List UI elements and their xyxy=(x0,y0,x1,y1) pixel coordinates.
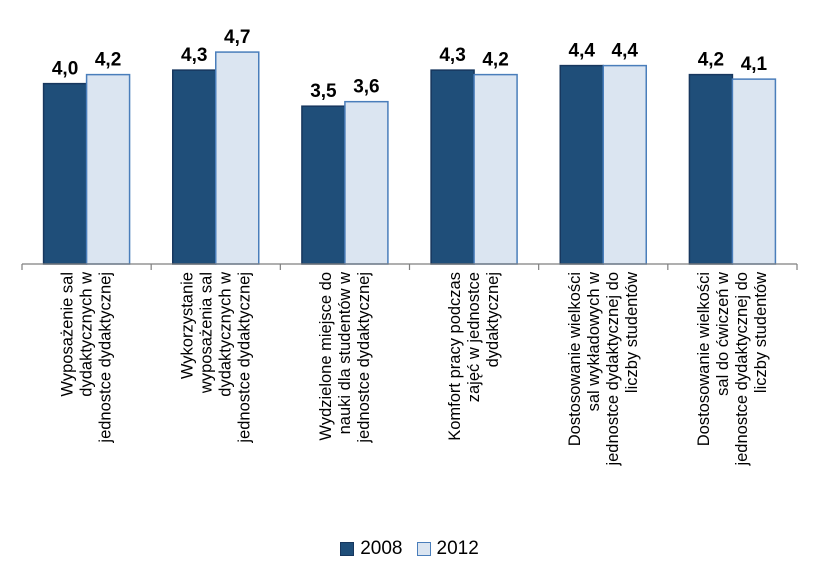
category-label-line: jednostce dydaktycznej xyxy=(97,272,115,444)
value-label-2008-1: 4,0 xyxy=(52,59,78,80)
bar-2008-1 xyxy=(42,82,88,265)
value-label-2012-6: 4,1 xyxy=(741,54,768,75)
category-label-2: Wykorzystanie wyposażenia sal dydaktycznyc… xyxy=(178,272,253,444)
bar-2008-3 xyxy=(301,105,346,265)
legend: 2008 2012 xyxy=(0,534,819,564)
category-label-line: liczby studentów xyxy=(623,272,641,393)
category-label-6: Dostosowanie wielkości sal do ćwiczeń w je… xyxy=(695,272,770,467)
bar-2012-2 xyxy=(215,51,260,265)
legend-swatch-2008 xyxy=(340,542,355,556)
category-label-line: dydaktycznych w xyxy=(78,272,96,397)
category-label-line: zajęć w jednostce xyxy=(465,272,483,402)
category-label-line: jednostce dydaktycznej xyxy=(355,272,373,444)
value-label-2008-6: 4,2 xyxy=(698,50,724,71)
value-label-2012-4: 4,2 xyxy=(482,50,508,71)
bar-2008-2 xyxy=(172,69,217,265)
bar-2012-4 xyxy=(473,73,518,265)
category-labels-group: Wyposażenie sal dydaktycznych w jednostce … xyxy=(59,272,770,467)
value-label-2008-3: 3,5 xyxy=(310,81,337,102)
category-label-line: sal do ćwiczeń w xyxy=(714,272,732,396)
value-labels-group: 4,0 4,2 4,3 4,7 3,5 3,6 4,3 4,2 4,4 4,4 4,2 4,1 xyxy=(52,27,768,102)
bar-2008-6 xyxy=(688,73,734,265)
bar-2008-5 xyxy=(559,64,604,265)
value-label-2012-5: 4,4 xyxy=(612,41,639,62)
legend-item-2012: 2012 xyxy=(416,538,479,560)
bar-2012-1 xyxy=(85,73,131,265)
category-label-4: Komfort pracy podczas zajęć w jednostce dy… xyxy=(446,272,502,441)
value-label-2012-1: 4,2 xyxy=(95,50,121,71)
bar-2012-5 xyxy=(602,64,647,265)
bars-group xyxy=(42,51,777,265)
category-label-line: Wyposażenie sal xyxy=(59,272,77,397)
value-label-2008-2: 4,3 xyxy=(181,45,207,66)
bar-2008-4 xyxy=(430,69,475,265)
category-label-line: Dostosowanie wielkości xyxy=(566,272,584,446)
value-label-2012-3: 3,6 xyxy=(353,77,379,98)
category-label-line: Wykorzystanie xyxy=(178,272,196,379)
category-label-line: jednostce dydaktycznej xyxy=(235,272,253,444)
bar-2012-6 xyxy=(731,78,777,265)
legend-item-2008: 2008 xyxy=(340,538,403,560)
category-label-1: Wyposażenie sal dydaktycznych w jednostce … xyxy=(59,272,115,444)
category-label-line: Komfort pracy podczas xyxy=(446,272,464,441)
bar-2012-3 xyxy=(344,100,389,265)
category-label-line: nauki dla studentów w xyxy=(336,272,354,434)
value-label-2012-2: 4,7 xyxy=(224,27,250,48)
legend-label-2008: 2008 xyxy=(360,538,403,559)
category-label-line: Wydzielone miejsce do xyxy=(317,272,335,441)
value-label-2008-5: 4,4 xyxy=(569,41,596,62)
category-label-line: dydaktycznej xyxy=(484,272,502,367)
x-axis xyxy=(21,263,798,270)
category-label-line: dydaktycznych w xyxy=(216,272,234,397)
legend-swatch-2012 xyxy=(416,542,431,556)
category-label-line: wyposażenia sal xyxy=(197,272,215,394)
category-label-line: liczby studentów xyxy=(752,272,770,393)
category-label-line: sal wykładowych w xyxy=(585,272,603,411)
category-label-line: jednostce dydaktycznej do xyxy=(604,272,622,467)
category-label-line: Dostosowanie wielkości xyxy=(695,272,713,446)
category-label-3: Wydzielone miejsce do nauki dla studentów… xyxy=(317,272,373,444)
legend-label-2012: 2012 xyxy=(436,538,479,559)
category-label-line: jednostce dydaktycznej do xyxy=(733,272,751,467)
value-label-2008-4: 4,3 xyxy=(439,45,465,66)
